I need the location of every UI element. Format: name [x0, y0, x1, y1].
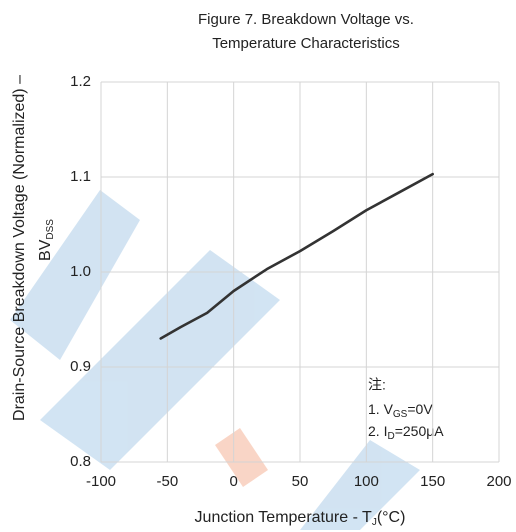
watermark-stripe	[40, 250, 280, 470]
watermark-stripe	[10, 190, 140, 360]
x-tick-label: -50	[156, 473, 178, 490]
x-tick-label: 150	[420, 473, 445, 490]
watermark-stripe	[215, 428, 268, 487]
y-tick-label: 0.9	[70, 358, 91, 375]
y-axis-label: BVDSS	[37, 219, 55, 261]
y-tick-label: 1.1	[70, 168, 91, 185]
y-tick-label: 1.2	[70, 73, 91, 90]
chart-title: Temperature Characteristics	[212, 35, 400, 52]
x-tick-label: -100	[86, 473, 116, 490]
x-tick-label: 50	[292, 473, 309, 490]
annotation: 注: 1. VGS=0V 2. ID=250μA	[368, 377, 444, 442]
chart-title: Figure 7. Breakdown Voltage vs.	[198, 11, 414, 28]
data-line	[159, 172, 434, 340]
annotation-text: 2. ID=250μA	[368, 423, 444, 442]
y-tick-label: 1.0	[70, 263, 91, 280]
x-tick-label: 0	[229, 473, 237, 490]
x-tick-label: 100	[354, 473, 379, 490]
x-tick-label: 200	[486, 473, 511, 490]
y-tick-label: 0.8	[70, 453, 91, 470]
x-axis-label: Junction Temperature - TJ(°C)	[195, 509, 406, 527]
annotation-text: 1. VGS=0V	[368, 401, 433, 420]
y-axis-label: Drain-Source Breakdown Voltage (Normaliz…	[11, 75, 28, 421]
annotation-text: 注:	[368, 377, 386, 393]
